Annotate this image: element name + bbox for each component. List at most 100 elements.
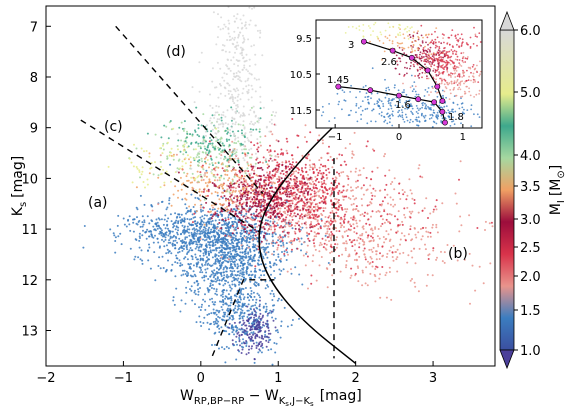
- scatter-point: [269, 220, 272, 223]
- scatter-point: [226, 190, 229, 193]
- scatter-point: [309, 187, 312, 190]
- scatter-point: [226, 65, 229, 68]
- scatter-point: [356, 179, 359, 182]
- scatter-point: [224, 248, 227, 251]
- scatter-point: [271, 363, 274, 366]
- scatter-point: [216, 238, 218, 241]
- scatter-point: [184, 302, 187, 305]
- scatter-point: [303, 190, 306, 193]
- scatter-point: [320, 172, 323, 175]
- scatter-point: [195, 232, 198, 235]
- scatter-point: [268, 228, 270, 230]
- scatter-point: [338, 172, 340, 175]
- scatter-point: [194, 303, 196, 306]
- scatter-point: [222, 187, 224, 190]
- scatter-point: [247, 263, 250, 266]
- scatter-point: [197, 246, 200, 249]
- scatter-point: [172, 158, 175, 161]
- scatter-point: [251, 189, 254, 192]
- scatter-point: [259, 216, 262, 219]
- scatter-point: [340, 216, 343, 219]
- scatter-point: [249, 205, 251, 208]
- scatter-point: [285, 249, 288, 251]
- scatter-point: [258, 348, 261, 351]
- scatter-point: [242, 157, 245, 160]
- scatter-point: [345, 229, 348, 232]
- scatter-point: [256, 205, 259, 208]
- scatter-point: [313, 231, 316, 234]
- scatter-point: [199, 145, 202, 148]
- scatter-point: [237, 157, 240, 160]
- scatter-point: [251, 88, 254, 91]
- scatter-point: [189, 288, 191, 291]
- scatter-point: [240, 308, 242, 311]
- scatter-point: [283, 204, 286, 206]
- scatter-point: [236, 298, 239, 301]
- scatter-point: [226, 109, 229, 112]
- scatter-point: [176, 133, 179, 136]
- scatter-point: [227, 226, 230, 229]
- scatter-point: [308, 159, 311, 162]
- scatter-point: [159, 154, 162, 157]
- scatter-point: [221, 258, 224, 260]
- scatter-point: [152, 173, 155, 176]
- scatter-point: [200, 230, 203, 233]
- scatter-point: [330, 190, 333, 192]
- scatter-point: [170, 204, 173, 207]
- scatter-point: [231, 220, 234, 223]
- scatter-point: [159, 147, 162, 150]
- scatter-point: [419, 175, 422, 178]
- scatter-point: [285, 216, 288, 219]
- scatter-point: [274, 168, 277, 171]
- scatter-point: [218, 221, 221, 224]
- scatter-point: [248, 345, 251, 348]
- scatter-point: [222, 220, 225, 223]
- scatter-point: [273, 262, 276, 265]
- scatter-point: [274, 186, 277, 189]
- scatter-point: [255, 237, 257, 240]
- scatter-point: [184, 197, 187, 200]
- scatter-point: [211, 215, 214, 218]
- scatter-point: [271, 240, 274, 243]
- scatter-point: [342, 189, 345, 192]
- scatter-point: [204, 227, 207, 230]
- scatter-point: [318, 244, 321, 247]
- scatter-point: [411, 278, 413, 280]
- scatter-point: [200, 225, 202, 228]
- scatter-point: [375, 250, 378, 253]
- scatter-point: [179, 264, 182, 267]
- scatter-point: [266, 314, 269, 317]
- scatter-point: [204, 152, 207, 155]
- scatter-point: [206, 287, 209, 290]
- scatter-point: [318, 264, 321, 267]
- scatter-point: [245, 53, 248, 56]
- scatter-point: [173, 243, 176, 246]
- scatter-point: [243, 183, 245, 186]
- scatter-point: [235, 203, 238, 206]
- scatter-point: [273, 225, 276, 228]
- scatter-point: [283, 254, 286, 257]
- scatter-point: [417, 290, 420, 293]
- scatter-point: [254, 24, 257, 27]
- scatter-point: [206, 321, 209, 324]
- scatter-point: [154, 279, 157, 282]
- scatter-point: [229, 38, 232, 41]
- scatter-point: [231, 153, 234, 156]
- scatter-point: [269, 215, 272, 218]
- scatter-point: [300, 213, 303, 216]
- scatter-point: [206, 171, 209, 174]
- scatter-point: [310, 193, 312, 196]
- scatter-point: [216, 137, 219, 140]
- scatter-point: [214, 86, 216, 89]
- scatter-point: [236, 180, 239, 183]
- scatter-point: [239, 295, 241, 298]
- scatter-point: [159, 173, 162, 176]
- scatter-point: [275, 241, 278, 244]
- scatter-point: [367, 218, 370, 221]
- scatter-point: [273, 342, 276, 344]
- scatter-point: [223, 259, 226, 262]
- scatter-point: [429, 231, 432, 234]
- scatter-point: [152, 236, 155, 239]
- scatter-point: [308, 211, 310, 214]
- scatter-point: [428, 253, 431, 256]
